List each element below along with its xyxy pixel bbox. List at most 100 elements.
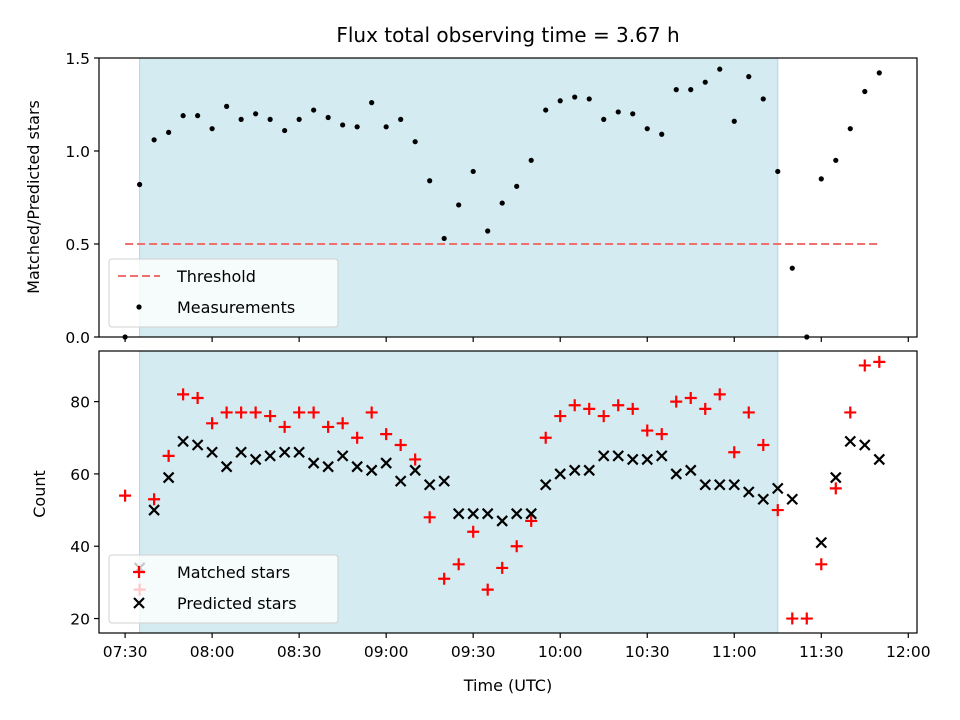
measurement-point <box>456 202 462 208</box>
matched-star-point <box>365 406 378 419</box>
matched-star-point <box>307 406 320 419</box>
matched-star-point <box>264 410 277 423</box>
matched-star-point <box>394 439 407 451</box>
measurement-point <box>702 79 708 85</box>
predicted-star-point <box>191 439 204 451</box>
matched-star-point <box>191 392 204 404</box>
x-tick-label: 09:00 <box>364 643 409 661</box>
measurement-point <box>543 107 549 113</box>
measurement-point <box>673 87 679 93</box>
predicted-star-point <box>771 482 784 495</box>
x-tick-label: 08:00 <box>190 643 235 661</box>
predicted-star-point <box>510 507 523 520</box>
measurement-point <box>514 183 520 189</box>
matched-star-point <box>655 428 668 441</box>
matched-star-point <box>583 402 596 415</box>
measurement-point <box>789 265 795 271</box>
matched-star-point <box>742 406 755 419</box>
measurement-point <box>398 116 404 122</box>
predicted-star-point <box>423 478 436 491</box>
x-tick-label: 07:30 <box>103 643 148 661</box>
matched-star-point <box>699 402 712 415</box>
predicted-star-point <box>365 464 378 477</box>
predicted-star-point <box>336 450 349 462</box>
measurement-point <box>775 168 781 175</box>
measurement-point <box>760 96 766 102</box>
predicted-star-point <box>844 435 857 448</box>
measurement-point <box>630 111 636 117</box>
bottom-legend-box <box>108 554 339 624</box>
matched-star-point <box>597 410 610 423</box>
predicted-star-point <box>380 457 392 469</box>
bottom-y-axis-label: Count <box>30 470 49 518</box>
predicted-star-point <box>713 478 726 491</box>
matched-star-point <box>235 406 248 419</box>
predicted-star-point <box>496 515 508 527</box>
predicted-star-point <box>162 471 175 484</box>
x-tick-label: 10:00 <box>538 643 583 661</box>
measurement-point <box>528 157 534 163</box>
matched-star-point <box>119 489 132 502</box>
matched-star-point <box>829 482 842 495</box>
matched-star-point <box>525 514 538 527</box>
measurement-point <box>137 181 143 188</box>
predicted-star-point <box>293 446 305 459</box>
matched-star-point <box>206 417 219 430</box>
predicted-star-point <box>641 453 654 466</box>
legend-predicted-swatch <box>133 597 145 609</box>
predicted-star-point <box>554 468 566 480</box>
matched-star-point <box>322 420 335 433</box>
measurement-point <box>876 70 882 76</box>
matched-star-point <box>481 583 494 596</box>
matched-star-point <box>467 525 480 538</box>
predicted-star-point <box>220 460 233 473</box>
top-legend-box <box>108 258 339 328</box>
matched-star-point <box>496 561 509 574</box>
matched-star-point <box>670 395 683 408</box>
legend-label: Predicted stars <box>177 594 297 613</box>
matched-star-point <box>568 399 581 412</box>
predicted-star-point <box>307 457 320 469</box>
matched-star-point <box>626 402 639 415</box>
predicted-star-point <box>626 453 639 466</box>
measurement-point <box>166 129 172 135</box>
matched-star-point <box>728 446 741 459</box>
measurement-point <box>572 94 578 100</box>
matched-star-point <box>554 410 567 423</box>
measurement-point <box>499 200 505 206</box>
matched-star-point <box>148 493 161 506</box>
bottom-axes-frame <box>98 350 918 634</box>
top-panel: 0.0 0.5 1.0 1.5 Threshold Measurements <box>65 50 918 347</box>
matched-star-point <box>858 359 871 372</box>
measurement-point <box>354 124 360 130</box>
predicted-star-point <box>539 478 552 491</box>
measurement-point <box>180 113 186 119</box>
measurement-point <box>325 114 331 121</box>
predicted-star-point <box>264 450 276 462</box>
predicted-star-point <box>728 478 741 491</box>
bottom-y-tick-label: 40 <box>70 538 90 556</box>
measurement-point <box>427 178 433 184</box>
matched-star-point <box>539 431 552 444</box>
matched-star-point <box>249 406 262 419</box>
legend-measurement-swatch <box>136 304 142 310</box>
predicted-star-point <box>786 493 799 506</box>
bottom-panel: 20 40 60 80 07:30 08:00 08:30 09:00 09:30 10:00 10… <box>70 350 931 661</box>
measurement-point <box>586 96 592 102</box>
measurement-point <box>151 137 157 143</box>
predicted-star-point <box>235 446 247 459</box>
matched-star-point <box>641 424 654 437</box>
predicted-star-point <box>351 460 363 473</box>
predicted-star-point <box>699 478 712 491</box>
measurement-point <box>688 87 694 93</box>
matched-star-point <box>684 392 697 404</box>
predicted-star-point <box>481 507 494 520</box>
predicted-star-point <box>670 468 683 480</box>
predicted-star-point <box>206 446 218 459</box>
x-axis-label: Time (UTC) <box>463 676 552 695</box>
measurement-point <box>847 126 853 132</box>
x-tick-label: 09:30 <box>451 643 496 661</box>
matched-star-point <box>351 431 364 444</box>
top-y-tick-label: 1.5 <box>65 50 90 68</box>
